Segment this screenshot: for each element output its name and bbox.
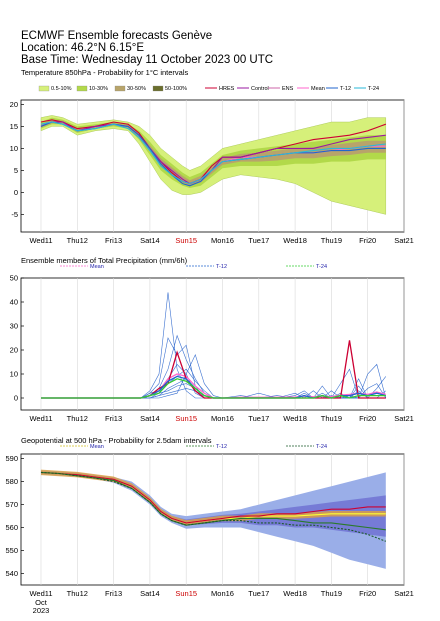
geopotential-panel-title: Geopotential at 500 hPa - Probability fo…	[21, 436, 212, 445]
legend-label: T-24	[316, 444, 327, 450]
x-tick-label: Wed11	[29, 236, 52, 245]
probability-band-inner	[41, 471, 386, 537]
x-tick-label: Fri13	[105, 236, 122, 245]
member-line	[41, 368, 386, 399]
x-tick-label: Tue17	[248, 589, 269, 598]
member-line	[41, 337, 386, 399]
y-tick-label: 20	[10, 100, 18, 109]
member-line	[41, 334, 386, 399]
y-tick-label: 560	[5, 523, 18, 532]
y-tick-label: 15	[10, 122, 18, 131]
legend-label: Mean	[311, 86, 325, 92]
legend-label: 50-100%	[165, 86, 187, 92]
x-tick-label: Thu19	[321, 589, 342, 598]
y-tick-label: 20	[10, 346, 18, 355]
legend-label: HRES	[219, 86, 235, 92]
y-tick-label: 30	[10, 322, 18, 331]
x-tick-label: Mon16	[211, 414, 234, 423]
x-tick-label: Fri13	[105, 414, 122, 423]
probability-band-core	[41, 469, 386, 526]
x-tick-label: Sat14	[140, 414, 160, 423]
member-line	[41, 292, 386, 399]
legend-label: 30-50%	[127, 86, 146, 92]
y-tick-label: 550	[5, 546, 18, 555]
x-tick-label: Sat21	[394, 236, 414, 245]
y-tick-label: 5	[14, 166, 18, 175]
legend-label: Control	[251, 86, 269, 92]
location-line: Location: 46.2°N 6.15°E	[21, 42, 145, 54]
x-tick-label: Sat21	[394, 414, 414, 423]
year-label: 2023	[33, 606, 50, 615]
series-line-t-24	[40, 471, 386, 542]
y-tick-label: 0	[14, 394, 18, 403]
x-tick-label: Thu19	[321, 236, 342, 245]
header: ECMWF Ensemble forecasts Genève Location…	[21, 30, 273, 66]
legend-label: 10-30%	[89, 86, 108, 92]
y-tick-label: 10	[10, 370, 18, 379]
temperature-panel-title: Temperature 850hPa - Probability for 1°C…	[21, 68, 189, 77]
y-tick-label: -5	[11, 210, 18, 219]
x-tick-label: Mon16	[211, 589, 234, 598]
y-tick-label: 570	[5, 500, 18, 509]
x-tick-label: Tue17	[248, 236, 269, 245]
x-tick-label: Wed18	[283, 414, 307, 423]
x-tick-label: Thu12	[67, 589, 88, 598]
panel-frame	[20, 277, 405, 411]
legend-label: 0.5-10%	[51, 86, 72, 92]
y-tick-label: 580	[5, 477, 18, 486]
legend-swatch	[114, 85, 126, 92]
x-tick-label: Wed11	[29, 589, 52, 598]
y-tick-label: 0	[14, 188, 18, 197]
series-line-hres	[41, 340, 386, 399]
x-tick-label: Wed11	[29, 414, 52, 423]
base-time-line: Base Time: Wednesday 11 October 2023 00 …	[21, 54, 274, 66]
legend-label: T-12	[340, 86, 351, 92]
legend-swatch	[76, 85, 88, 92]
series-line-t-24	[40, 121, 386, 185]
x-tick-label: Sun15	[175, 589, 197, 598]
member-line	[41, 353, 386, 399]
legend-label: T-12	[216, 444, 227, 450]
x-tick-label: Wed18	[283, 589, 307, 598]
x-tick-label: Fri20	[359, 589, 376, 598]
legend-swatch	[152, 85, 164, 92]
legend-swatch	[38, 85, 50, 92]
x-tick-label: Sun15	[175, 236, 197, 245]
precipitation-panel-title: Ensemble members of Total Precipitation …	[21, 256, 188, 265]
x-tick-label: Sat21	[394, 589, 414, 598]
x-tick-label: Sat14	[140, 236, 160, 245]
x-tick-label: Fri20	[359, 414, 376, 423]
month-label: Oct	[35, 598, 48, 607]
x-tick-label: Mon16	[211, 236, 234, 245]
x-tick-label: Thu12	[67, 414, 88, 423]
legend-label: ENS	[282, 86, 294, 92]
x-tick-label: Tue17	[248, 414, 269, 423]
y-tick-label: 540	[5, 569, 18, 578]
page-title: ECMWF Ensemble forecasts Genève	[21, 30, 213, 42]
y-tick-label: 50	[10, 274, 18, 283]
member-line	[41, 376, 387, 399]
legend-label: T-24	[368, 86, 379, 92]
x-tick-label: Fri13	[105, 589, 122, 598]
legend-label: Mean	[90, 444, 104, 450]
x-tick-label: Wed18	[283, 236, 307, 245]
x-tick-label: Thu12	[67, 236, 88, 245]
legend-label: Mean	[90, 264, 104, 270]
x-tick-label: Sat14	[140, 589, 160, 598]
x-tick-label: Sun15	[175, 414, 197, 423]
y-tick-label: 10	[10, 144, 18, 153]
y-tick-label: 40	[10, 298, 18, 307]
series-line-t-24	[41, 378, 386, 399]
series-line-hres	[40, 471, 386, 524]
legend-label: T-24	[316, 264, 327, 270]
series-line-mean	[41, 373, 386, 399]
x-tick-label: Thu19	[321, 414, 342, 423]
series-line-t-12	[41, 375, 386, 399]
y-tick-label: 590	[5, 454, 18, 463]
member-line	[41, 373, 386, 399]
legend-label: T-12	[216, 264, 227, 270]
x-tick-label: Fri20	[359, 236, 376, 245]
